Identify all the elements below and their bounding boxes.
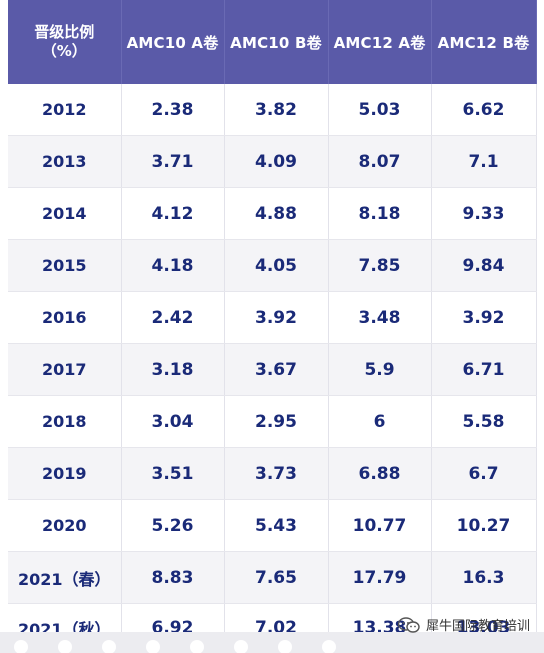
decor-dot (278, 640, 292, 653)
table-row: 2014 4.12 4.88 8.18 9.33 (8, 187, 537, 240)
table-row: 2020 5.26 5.43 10.77 10.27 (8, 499, 537, 552)
row-year: 2018 (8, 395, 122, 448)
cell-amc12b: 6.71 (431, 343, 537, 396)
cell-amc10a: 4.18 (121, 239, 225, 292)
cell-amc10b: 3.67 (224, 343, 329, 396)
bottom-strip (0, 632, 544, 653)
cell-amc10b: 3.73 (224, 447, 329, 500)
cell-amc10a: 3.51 (121, 447, 225, 500)
row-year: 2021（春） (8, 551, 122, 604)
header-pass-rate-line1: 晋级比例 (34, 23, 95, 41)
row-year: 2012 (8, 84, 122, 136)
cell-amc10b: 4.88 (224, 187, 329, 240)
cell-amc12a: 6.88 (328, 447, 432, 500)
table-row: 2017 3.18 3.67 5.9 6.71 (8, 343, 537, 396)
table-row: 2018 3.04 2.95 6 5.58 (8, 395, 537, 448)
header-pass-rate-line2: （%） (41, 42, 87, 60)
cell-amc12b: 9.33 (431, 187, 537, 240)
table-row: 2016 2.42 3.92 3.48 3.92 (8, 291, 537, 344)
row-year: 2015 (8, 239, 122, 292)
cell-amc10b: 4.05 (224, 239, 329, 292)
cell-amc10b: 2.95 (224, 395, 329, 448)
cell-amc10b: 3.92 (224, 291, 329, 344)
cell-amc12b: 16.3 (431, 551, 537, 604)
cell-amc10a: 3.71 (121, 135, 225, 188)
watermark: 犀牛国际教育培训 (397, 615, 530, 634)
cell-amc10a: 3.18 (121, 343, 225, 396)
cell-amc12a: 17.79 (328, 551, 432, 604)
cell-amc12a: 8.07 (328, 135, 432, 188)
cell-amc10a: 3.04 (121, 395, 225, 448)
decor-dot (322, 640, 336, 653)
table-row: 2012 2.38 3.82 5.03 6.62 (8, 84, 537, 136)
cell-amc10b: 4.09 (224, 135, 329, 188)
table-row: 2015 4.18 4.05 7.85 9.84 (8, 239, 537, 292)
cell-amc10b: 7.65 (224, 551, 329, 604)
decor-dot (14, 640, 28, 653)
cell-amc12a: 6 (328, 395, 432, 448)
decor-dot (190, 640, 204, 653)
table-row: 2021（春） 8.83 7.65 17.79 16.3 (8, 551, 537, 604)
cell-amc10b: 5.43 (224, 499, 329, 552)
cell-amc10a: 8.83 (121, 551, 225, 604)
cell-amc12b: 9.84 (431, 239, 537, 292)
cell-amc10a: 2.42 (121, 291, 225, 344)
cell-amc12a: 5.03 (328, 84, 432, 136)
cell-amc12b: 6.62 (431, 84, 537, 136)
watermark-text: 犀牛国际教育培训 (425, 619, 530, 634)
header-pass-rate: 晋级比例 （%） (8, 0, 122, 84)
row-year: 2019 (8, 447, 122, 500)
cell-amc12b: 5.58 (431, 395, 537, 448)
decor-dot (102, 640, 116, 653)
decor-dot (234, 640, 248, 653)
header-amc10b: AMC10 B卷 (224, 0, 329, 84)
cell-amc12a: 10.77 (328, 499, 432, 552)
row-year: 2013 (8, 135, 122, 188)
decor-dot (58, 640, 72, 653)
row-year: 2020 (8, 499, 122, 552)
header-amc12b: AMC12 B卷 (431, 0, 537, 84)
cell-amc10a: 2.38 (121, 84, 225, 136)
cell-amc12a: 5.9 (328, 343, 432, 396)
table-row: 2013 3.71 4.09 8.07 7.1 (8, 135, 537, 188)
cell-amc12a: 7.85 (328, 239, 432, 292)
table-header-row: 晋级比例 （%） AMC10 A卷 AMC10 B卷 AMC12 A卷 AMC1… (8, 0, 537, 84)
row-year: 2017 (8, 343, 122, 396)
row-year: 2014 (8, 187, 122, 240)
table-row: 2019 3.51 3.73 6.88 6.7 (8, 447, 537, 500)
cell-amc12b: 10.27 (431, 499, 537, 552)
cell-amc12a: 3.48 (328, 291, 432, 344)
cell-amc12b: 7.1 (431, 135, 537, 188)
pass-rate-table: 晋级比例 （%） AMC10 A卷 AMC10 B卷 AMC12 A卷 AMC1… (8, 0, 537, 652)
cell-amc10a: 5.26 (121, 499, 225, 552)
cell-amc12a: 8.18 (328, 187, 432, 240)
wechat-icon (397, 616, 420, 633)
row-year: 2016 (8, 291, 122, 344)
cell-amc10b: 3.82 (224, 84, 329, 136)
header-amc12a: AMC12 A卷 (328, 0, 432, 84)
cell-amc10a: 4.12 (121, 187, 225, 240)
decor-dot (146, 640, 160, 653)
cell-amc12b: 6.7 (431, 447, 537, 500)
cell-amc12b: 3.92 (431, 291, 537, 344)
header-amc10a: AMC10 A卷 (121, 0, 225, 84)
